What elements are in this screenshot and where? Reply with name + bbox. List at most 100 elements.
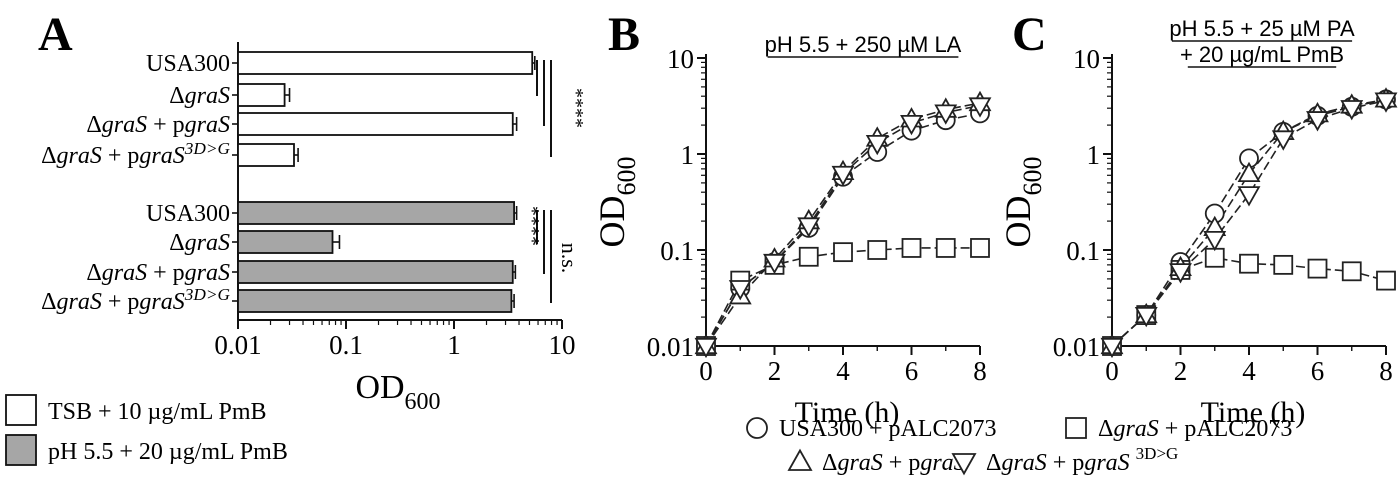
panel-a-sig-label-ns: n.s. [557,243,582,274]
series-line [705,112,981,347]
panel-c-growth-chart: 0.01 0.1 1 10 0 2 4 6 8 Time (h) OD600 pH 5.5 + 25 … [998,16,1398,429]
panel-a-bar [237,260,514,284]
panel-a-bar [237,112,514,136]
panel-a-legend-label: TSB + 10 µg/mL PmB [48,399,267,425]
panel-a-bar [237,201,515,225]
data-point-triangle-down [1306,111,1329,132]
series-line [1111,98,1387,347]
x-tick-label: 0 [1105,356,1119,386]
panel-a-bar [237,83,286,107]
y-tick-label: 0.1 [660,236,694,266]
x-axis-label: Time (h) [1201,396,1306,429]
data-point-triangle-down [1340,100,1364,121]
panel-a-category-label: ΔgraS [169,83,230,109]
x-tick-label: 6 [1311,356,1325,386]
legend-label: ΔgraS + pgraS 3D>G [986,444,1178,476]
panel-a-x-tick-label: 0.01 [214,330,261,360]
panel-a-legend-swatch [5,394,37,426]
data-point-square [1376,270,1396,291]
data-point-triangle-down [797,217,821,238]
data-point-triangle-down [865,134,889,156]
data-point-triangle-down [831,165,855,187]
panel-letter-a: A [38,8,73,61]
y-tick-label: 1 [1087,140,1101,170]
data-point-triangle-down [1100,337,1124,359]
panel-a-category-label: ΔgraS + pgraS [86,260,230,286]
series-line [705,102,981,347]
y-axis-label: OD600 [998,157,1047,248]
x-tick-label: 2 [768,356,782,386]
data-point-triangle-down [694,337,718,359]
data-point-triangle-up [1237,161,1261,183]
panel-a-x-label: OD600 [355,369,440,415]
data-point-square [798,246,819,267]
panel-a-sig-label-1: **** [565,88,587,128]
data-point-triangle-down [1203,230,1227,252]
panel-a-legend-label: pH 5.5 + 20 µg/mL PmB [48,439,288,465]
legend-label: USA300 + pALC2073 [779,416,997,442]
chart-title-line2: + 20 µg/mL PmB [1180,42,1344,67]
panel-a-category-label: ΔgraS + pgraS3D>G [41,139,230,169]
x-axis-label: Time (h) [795,396,900,429]
y-tick-label: 0.1 [1066,236,1100,266]
panel-a-category-label: ΔgraS + pgraS3D>G [41,285,230,315]
panel-a-bar [237,143,295,167]
panel-a-category-label: USA300 [146,201,230,227]
x-tick-label: 4 [836,356,850,386]
panel-a-bar [237,230,334,254]
panel-a-legend-swatch [5,434,37,466]
data-point-triangle-down [968,97,992,118]
y-tick-label: 0.01 [647,332,694,362]
panel-a-sig-label-2: **** [521,206,543,246]
data-point-triangle-down [763,253,786,275]
panel-letter-b: B [608,8,640,61]
data-point-square [1239,253,1259,274]
y-axis-label: OD600 [592,157,641,248]
data-point-square [1273,254,1294,275]
legend-label: ΔgraS + pALC2073 [1098,416,1292,442]
data-point-triangle-down [900,114,923,136]
data-point-triangle-down [728,280,752,301]
panel-a-bar [237,289,513,313]
y-tick-label: 10 [1073,44,1100,74]
data-point-square [833,242,853,263]
x-tick-label: 6 [905,356,919,386]
data-point-triangle-down [1134,306,1158,328]
panel-a-x-tick-label: 10 [549,330,576,360]
y-tick-label: 0.01 [1053,332,1100,362]
data-point-square [1341,261,1362,282]
chart-title: pH 5.5 + 25 µM PA [1169,16,1355,41]
panel-a-category-label: ΔgraS + pgraS [86,112,230,138]
panel-b-growth-chart: 0.01 0.1 1 10 0 2 4 6 8 Time (h) OD600 pH 5.5 + 250… [592,32,992,429]
panel-letter-c: C [1012,8,1047,61]
legend-marker-triangle-up [787,448,813,471]
y-tick-label: 1 [681,140,695,170]
data-point-square [1307,258,1328,279]
data-point-triangle-down [1237,186,1261,207]
panel-a-category-label: ΔgraS [169,230,230,256]
legend-marker-square [1065,417,1087,439]
chart-title: pH 5.5 + 250 µM LA [765,32,962,57]
x-tick-label: 4 [1242,356,1256,386]
data-point-square [867,240,888,260]
panel-a-x-tick-label: 0.1 [329,330,363,360]
legend-marker-circle [746,417,768,439]
series-line [705,104,981,347]
data-point-triangle-down [1271,130,1295,151]
panel-a-bar [237,51,534,75]
panel-a-category-label: USA300 [146,51,230,77]
x-tick-label: 2 [1174,356,1188,386]
series-line [705,247,980,347]
x-tick-label: 8 [1379,356,1393,386]
data-point-square [1204,247,1225,268]
data-point-square [970,238,990,258]
legend-label: ΔgraS + pgraS [822,450,966,476]
panel-a-x-tick-label: 1 [447,330,461,360]
legend-marker-triangle-down [951,453,977,476]
data-point-triangle-down [934,104,958,125]
data-point-triangle-down [1374,92,1398,113]
data-point-triangle-down [1169,263,1192,284]
